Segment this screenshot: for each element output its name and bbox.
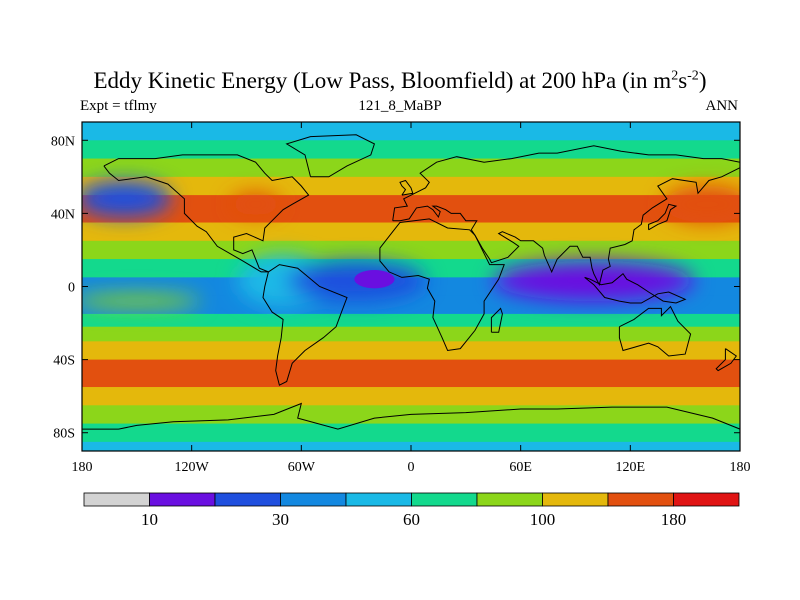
coastline [648,203,678,231]
colorbar-box [607,492,674,507]
colorbar-label: 100 [530,510,556,529]
run-label: 121_8_MaBP [358,98,442,114]
field-band [82,222,740,242]
field-band [82,195,740,224]
field-band [82,341,740,361]
chart-title: Eddy Kinetic Energy (Low Pass, Bloomfiel… [93,68,707,93]
feature-np-east [663,185,740,223]
x-tick-label: 60E [509,460,532,475]
coastline [715,348,738,372]
eke-field [82,122,740,451]
y-tick-label: 40S [53,354,75,369]
coastline [82,402,740,430]
coastline [399,179,414,196]
field-band [82,240,740,260]
coastline [103,154,310,273]
coastline [262,264,348,386]
coastline [379,218,505,352]
x-tick-label: 0 [408,460,415,475]
x-tick-label: 120E [616,460,646,475]
field-band [82,326,740,342]
y-tick-label: 0 [68,281,75,296]
field-band [82,132,740,141]
coastline [392,145,740,287]
colorbar-box [214,492,281,507]
colorbar-box [280,492,347,507]
y-tick-label: 80N [51,134,75,149]
field-band [82,140,740,160]
y-axis: 80N 40N 0 40S 80S [51,134,740,442]
colorbar-label: 180 [661,510,687,529]
field-band [82,387,740,406]
colorbar: 10 30 60 100 180 [83,492,740,529]
x-tick-label: 180 [730,460,751,475]
coastline [285,134,376,178]
feature-central-pacific [82,293,201,309]
feature-atlantic-core [354,270,395,289]
colorbar-box [673,492,740,507]
colorbar-label: 10 [141,510,158,529]
field-band [82,313,740,328]
feature-np-west [82,180,172,218]
colorbar-box [149,492,216,507]
colorbar-box [411,492,478,507]
colorbar-box [542,492,609,507]
experiment-label: Expt = tflmy [80,98,157,114]
colorbar-label: 30 [272,510,289,529]
colorbar-box [476,492,543,507]
x-tick-label: 60W [288,460,316,475]
field-band [82,359,740,388]
season-label: ANN [705,98,739,114]
field-band [82,423,740,443]
x-axis: 180 120W 60W 0 60E 120E 180 [72,122,751,475]
coastlines [82,134,740,430]
coastline [490,307,503,333]
coastline [584,272,687,304]
y-tick-label: 80S [53,427,75,442]
colorbar-box [345,492,412,507]
x-tick-label: 120W [175,460,210,475]
coastline [618,305,692,357]
field-band [82,176,740,196]
y-tick-label: 40N [51,207,75,222]
x-tick-label: 180 [72,460,93,475]
feature-na [230,193,282,216]
colorbar-box [83,492,150,507]
colorbar-label: 60 [403,510,420,529]
field-band [82,158,740,178]
